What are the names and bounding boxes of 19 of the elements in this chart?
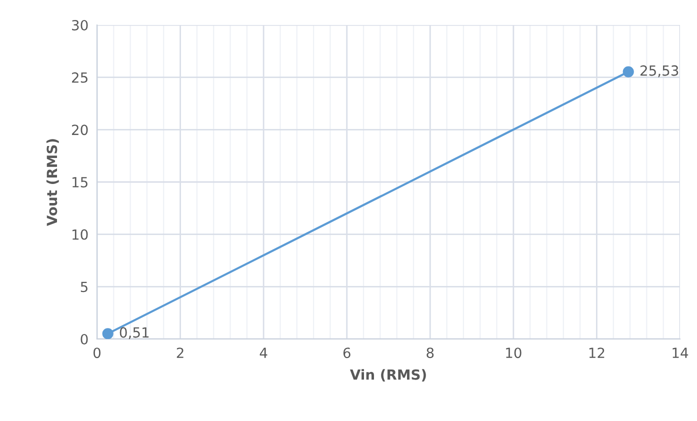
x-tick-label: 8 bbox=[426, 348, 434, 358]
x-tick-label: 6 bbox=[343, 348, 350, 358]
y-tick-label: 0 bbox=[80, 334, 88, 344]
x-tick-label: 0 bbox=[93, 348, 100, 358]
x-axis-title: Vin (RMS) bbox=[350, 369, 426, 382]
y-tick-label: 5 bbox=[80, 282, 88, 292]
y-tick-label: 15 bbox=[72, 177, 88, 188]
data-label: 25,53 bbox=[640, 65, 678, 78]
y-tick-label: 30 bbox=[72, 20, 88, 30]
y-tick-label: 25 bbox=[72, 72, 88, 83]
x-tick-label: 2 bbox=[176, 348, 184, 358]
y-tick-label: 20 bbox=[72, 124, 88, 136]
data-label: 0,51 bbox=[120, 327, 149, 340]
y-axis-title: Vout (RMS) bbox=[46, 139, 59, 226]
x-tick-label: 14 bbox=[672, 348, 688, 358]
x-tick-label: 10 bbox=[506, 348, 522, 358]
x-tick-label: 12 bbox=[589, 348, 604, 358]
y-tick-label: 10 bbox=[72, 229, 88, 240]
x-tick-label: 4 bbox=[260, 348, 268, 358]
